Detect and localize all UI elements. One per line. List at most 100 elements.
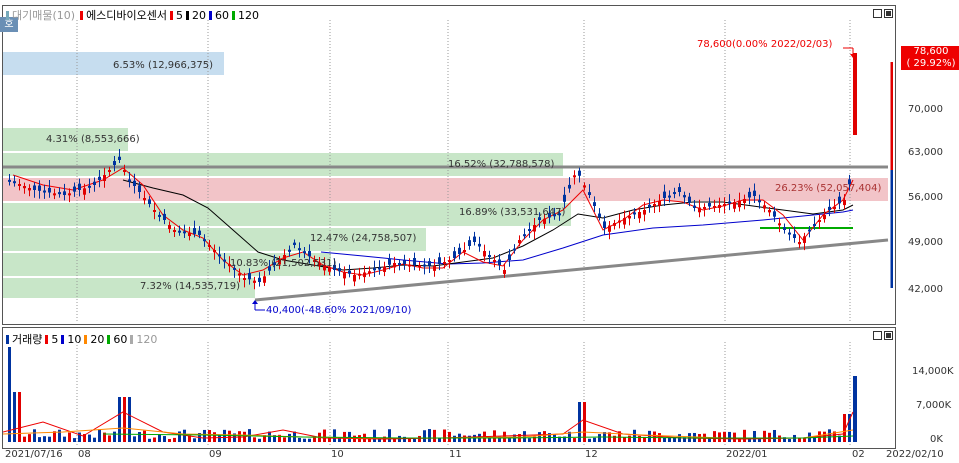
- candle-body: [838, 196, 841, 204]
- candle-body: [548, 212, 551, 218]
- volume-bar: [598, 434, 601, 442]
- candle-body: [563, 194, 566, 202]
- candle-body: [248, 273, 251, 280]
- x-axis-label: 10: [331, 449, 344, 460]
- candle-body: [333, 264, 336, 270]
- ma60-icon: [209, 10, 213, 20]
- x-axis-label: 2022/01: [726, 449, 768, 460]
- volume-bar: [193, 438, 196, 442]
- volume-bar: [783, 437, 786, 442]
- volume-bar: [713, 431, 716, 442]
- candle-body: [448, 260, 451, 262]
- candle-body: [813, 224, 816, 227]
- candle-body: [698, 207, 701, 213]
- candle-body: [488, 255, 491, 258]
- candle-body: [498, 259, 501, 265]
- candle-body: [73, 186, 76, 192]
- candle-body: [233, 267, 236, 270]
- candle-body: [808, 229, 811, 232]
- vol-ma20-label: 20: [90, 332, 105, 346]
- candle-body: [618, 220, 621, 223]
- volume-chart-panel: [2, 327, 896, 449]
- support-trendline: [254, 238, 889, 302]
- candle-body: [43, 190, 46, 193]
- candle-body: [643, 210, 646, 215]
- volume-panel-maximize-icon[interactable]: [884, 331, 893, 340]
- volume-axis-tick: 14,000K: [912, 366, 954, 377]
- candle-body: [853, 53, 857, 135]
- volume-bar: [773, 429, 776, 442]
- volume-bar: [638, 435, 641, 442]
- candle-body: [603, 221, 606, 228]
- volume-bar: [253, 437, 256, 442]
- candle-body: [13, 181, 16, 184]
- candle-body: [368, 271, 371, 274]
- volume-bar: [413, 438, 416, 442]
- price-panel-maximize-icon[interactable]: [884, 9, 893, 18]
- candle-body: [653, 204, 656, 206]
- candle-body: [743, 199, 746, 204]
- candle-body: [758, 200, 761, 203]
- candle-body: [188, 233, 191, 237]
- candle-body: [263, 276, 266, 283]
- candle-body: [153, 210, 156, 212]
- ma5-label: 5: [176, 8, 184, 22]
- volume-bar: [138, 432, 141, 442]
- volume-bar: [663, 437, 666, 442]
- candle-body: [373, 268, 376, 271]
- price-panel-minimize-icon[interactable]: [873, 9, 882, 18]
- vol-ma5-label: 5: [51, 332, 59, 346]
- x-axis-label: 11: [449, 449, 462, 460]
- volume-bar: [213, 432, 216, 442]
- price-legend: 대기매물(10) 에스디바이오센서 5 20 60 120: [6, 7, 259, 23]
- candle-body: [58, 192, 61, 195]
- volume-bar: [588, 438, 591, 442]
- volume-bar: [103, 432, 106, 442]
- candle-body: [438, 257, 441, 264]
- candle-body: [378, 267, 381, 270]
- volume-panel-minimize-icon[interactable]: [873, 331, 882, 340]
- volume-bar: [718, 432, 721, 442]
- candle-body: [203, 239, 206, 242]
- volume-bar: [583, 402, 586, 442]
- candle-body: [843, 200, 846, 206]
- volume-bar: [43, 436, 46, 442]
- candle-body: [543, 218, 546, 224]
- candle-body: [18, 184, 21, 186]
- volume-bar: [368, 437, 371, 442]
- volume-bar: [428, 429, 431, 442]
- volume-bar: [538, 432, 541, 442]
- candle-body: [583, 185, 586, 188]
- volume-bar: [433, 429, 436, 442]
- volume-bar: [488, 436, 491, 442]
- volume-bar: [408, 438, 411, 442]
- candle-body: [823, 215, 826, 220]
- volume-bar: [8, 347, 11, 442]
- candle-body: [458, 247, 461, 254]
- x-axis-label: 02: [852, 449, 865, 460]
- candle-body: [443, 262, 446, 264]
- chart-mode-button[interactable]: 호: [0, 17, 18, 32]
- volume-bar: [28, 434, 31, 442]
- volume-bar: [763, 430, 766, 442]
- volume-bar: [283, 437, 286, 442]
- candle-body: [533, 225, 536, 232]
- volume-bar: [543, 431, 546, 442]
- volume-bar: [528, 438, 531, 442]
- volume-bar: [648, 430, 651, 442]
- volume-bar: [853, 376, 857, 442]
- candle-body: [28, 188, 31, 191]
- ma120-icon: [232, 10, 236, 20]
- volume-bar: [333, 429, 336, 442]
- volume-bar: [158, 434, 161, 442]
- volume-bar: [78, 432, 81, 442]
- volume-bar: [73, 438, 76, 442]
- volume-bar: [328, 436, 331, 442]
- candle-body: [193, 228, 196, 234]
- volume-bar: [618, 431, 621, 442]
- low-arrow-icon: [252, 300, 258, 304]
- candle-body: [63, 191, 66, 195]
- candle-body: [748, 191, 751, 198]
- vol-ma120-icon: [130, 334, 134, 344]
- candle-body: [113, 161, 116, 165]
